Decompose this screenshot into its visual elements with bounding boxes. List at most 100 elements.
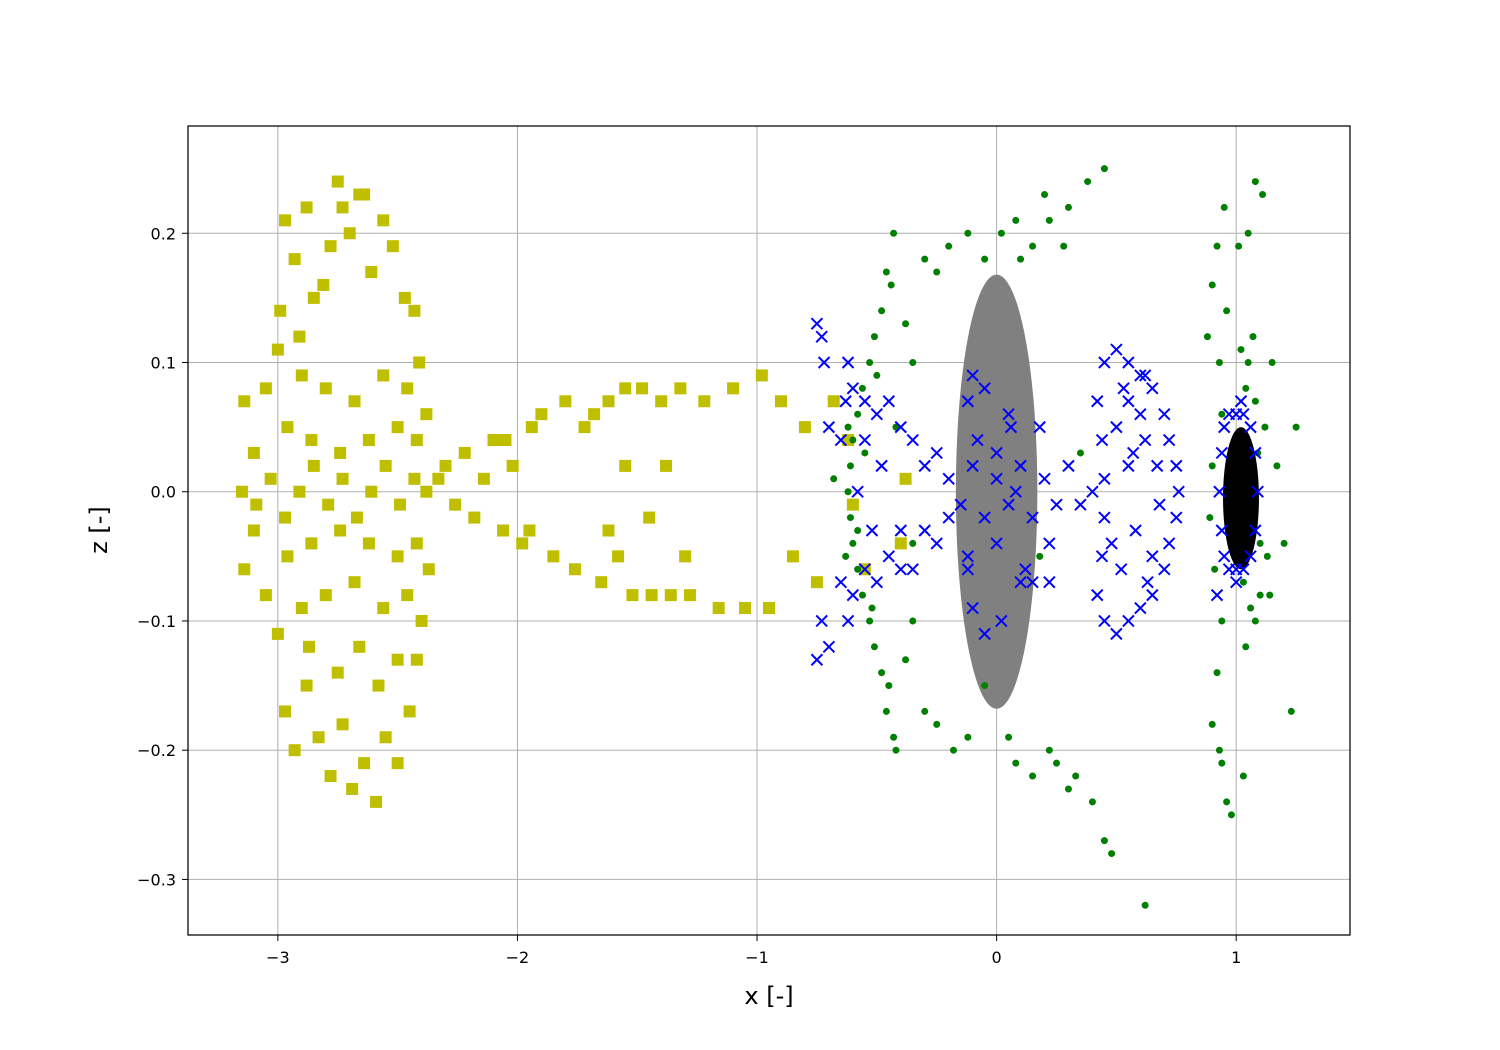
- x-tick-label: 0: [992, 948, 1002, 967]
- data-point-x: [1014, 459, 1027, 473]
- data-point-x: [1146, 550, 1159, 563]
- data-point-x: [1038, 472, 1051, 486]
- data-point-square: [394, 498, 407, 511]
- data-point-x: [1110, 420, 1123, 434]
- data-point-circle: [844, 488, 852, 496]
- data-point-circle: [1012, 216, 1020, 224]
- data-point-circle: [849, 539, 857, 547]
- data-point-circle: [1266, 591, 1274, 599]
- data-point-x: [875, 459, 888, 473]
- data-point-square: [698, 395, 711, 408]
- data-point-circle: [909, 617, 917, 625]
- data-point-x: [1091, 395, 1104, 408]
- data-point-square: [293, 330, 306, 343]
- data-point-square: [798, 421, 811, 434]
- data-point-x: [1117, 382, 1130, 395]
- data-point-square: [636, 382, 649, 395]
- data-point-x: [942, 472, 955, 486]
- data-point-x: [846, 588, 860, 602]
- data-point-square: [319, 589, 332, 602]
- data-point-x: [1244, 550, 1257, 563]
- data-point-circle: [1220, 203, 1228, 211]
- data-point-square: [386, 240, 399, 253]
- data-point-x: [1213, 485, 1226, 498]
- data-point-square: [259, 589, 272, 602]
- data-point-x: [1033, 420, 1046, 434]
- data-point-x: [1158, 563, 1171, 576]
- data-point-circle: [921, 707, 929, 715]
- data-point-x: [1215, 524, 1229, 537]
- data-point-square: [274, 304, 287, 317]
- data-point-square: [288, 253, 301, 266]
- data-point-x: [1026, 575, 1039, 589]
- data-point-x: [1244, 420, 1257, 434]
- data-point-x: [1138, 369, 1152, 382]
- data-point-circle: [870, 333, 878, 341]
- data-point-x: [858, 563, 872, 576]
- data-point-square: [279, 705, 292, 718]
- data-point-circle: [1218, 759, 1226, 767]
- data-point-square: [377, 602, 390, 615]
- data-point-x: [851, 485, 864, 498]
- data-point-square: [279, 214, 292, 227]
- data-point-x: [1126, 446, 1140, 460]
- data-point-x: [1222, 563, 1236, 576]
- data-point-circle: [1045, 746, 1053, 754]
- data-point-square: [307, 459, 320, 472]
- data-point-x: [966, 601, 979, 615]
- data-point-square: [547, 550, 560, 563]
- data-point-square: [293, 485, 306, 498]
- data-point-x: [1043, 537, 1056, 550]
- data-point-x: [1095, 550, 1109, 563]
- data-point-x: [1062, 459, 1075, 473]
- data-point-square: [238, 395, 251, 408]
- data-point-circle: [849, 436, 857, 444]
- data-point-circle: [830, 475, 838, 483]
- data-point-circle: [885, 682, 893, 690]
- data-point-x: [971, 433, 984, 447]
- data-point-x: [1043, 575, 1056, 589]
- data-point-x: [990, 472, 1003, 486]
- data-point-square: [712, 602, 725, 615]
- series-2-x: [810, 317, 1264, 666]
- data-point-square: [264, 472, 277, 485]
- data-point-circle: [1084, 178, 1092, 186]
- y-axis-label: z [-]: [85, 506, 113, 554]
- data-point-x: [1002, 498, 1015, 511]
- data-point-square: [398, 291, 411, 304]
- data-point-x: [1146, 382, 1159, 395]
- data-point-square: [439, 459, 452, 472]
- data-point-square: [449, 498, 462, 511]
- data-point-circle: [846, 514, 854, 522]
- data-point-x: [1019, 563, 1032, 576]
- data-point-circle: [890, 229, 898, 237]
- data-point-circle: [1029, 242, 1037, 250]
- central-ellipse: [955, 274, 1038, 709]
- data-point-x: [1110, 343, 1123, 356]
- data-point-square: [810, 576, 823, 589]
- data-point-circle: [1053, 759, 1061, 767]
- data-point-x: [870, 575, 884, 589]
- data-point-circle: [882, 707, 890, 715]
- data-point-circle: [1273, 462, 1281, 470]
- data-point-circle: [981, 255, 989, 263]
- data-point-square: [408, 472, 421, 485]
- data-point-x: [882, 550, 896, 563]
- data-point-x: [961, 550, 975, 563]
- shape-layer: [955, 274, 1259, 709]
- data-point-square: [516, 537, 529, 550]
- data-point-x: [1004, 420, 1018, 434]
- data-point-square: [348, 395, 361, 408]
- data-point-circle: [1064, 785, 1072, 793]
- data-point-circle: [1100, 165, 1108, 173]
- data-point-x: [1050, 498, 1063, 511]
- data-point-x: [906, 563, 919, 576]
- data-point-x: [1170, 511, 1183, 524]
- data-point-circle: [1076, 449, 1084, 457]
- data-point-circle: [1060, 242, 1068, 250]
- data-point-x: [1134, 601, 1147, 615]
- data-point-x: [1218, 550, 1231, 563]
- data-point-square: [827, 395, 840, 408]
- data-point-circle: [1237, 346, 1245, 354]
